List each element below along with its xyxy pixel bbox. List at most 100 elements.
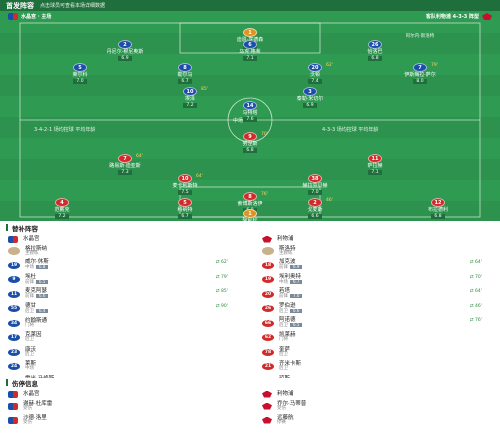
player-name: 恰洛巴 <box>367 49 383 55</box>
pitch-team-bar: 水晶宫 · 主场 客队利物浦 4-3-3 阵型 <box>0 11 500 22</box>
player-name: 马特塔 <box>242 110 258 116</box>
player-name: 范戴克 <box>54 207 70 213</box>
sub-player-row[interactable]: 34 约翰斯通 门将 <box>8 316 238 331</box>
away-team-label: 客队利物浦 4-3-3 阵型 <box>426 13 492 20</box>
player-marker[interactable]: 3 泰勒·米切尔 6.9 <box>275 87 345 108</box>
sub-player-number: 55 <box>8 305 20 313</box>
away-formation-note: 场均控球 平均年龄 <box>336 127 379 133</box>
player-rating: 6.6 <box>308 214 322 219</box>
player-marker[interactable]: 70' 9 努涅斯 6.8 <box>215 132 285 153</box>
section-accent-bar <box>6 379 8 386</box>
player-rating: 6.9 <box>303 103 317 108</box>
sub-player-number: 62 <box>262 334 274 342</box>
sub-player-number: 11 <box>8 290 20 298</box>
injury-row[interactable]: 谢赫·杜库雷 受伤 <box>8 399 238 413</box>
injury-row[interactable]: 沙德·洛里 受伤 <box>8 413 238 427</box>
player-marker[interactable]: 4 范戴克 7.2 <box>27 198 97 219</box>
sub-player-row[interactable]: 20 若塔 前锋 7.0 ⇄ 64' <box>262 287 492 302</box>
away-coach-row[interactable]: 斯洛特 主教练 <box>262 244 492 258</box>
player-marker[interactable]: 14 马特塔 7.6 <box>215 101 285 122</box>
sub-player-row[interactable]: 17 克莱因 后卫 <box>8 331 238 346</box>
sub-in-time: ⇄ 85' <box>215 289 228 294</box>
player-marker[interactable]: 5 莱尔科 7.0 <box>45 63 115 84</box>
pitch-stripe <box>0 117 500 138</box>
sub-player-row[interactable]: 11 麦克阿瑟 前锋 6.6 ⇄ 85' <box>8 287 238 302</box>
player-name: 伊斯梅拉·萨尔 <box>404 72 436 78</box>
sub-player-row[interactable]: 62 凯莱赫 门将 <box>262 331 492 346</box>
injury-row[interactable]: 乔尔·马蒂普 受伤 <box>262 399 492 413</box>
player-marker[interactable]: 12 布拉德利 6.8 <box>403 198 473 219</box>
player-number: 7 <box>413 63 427 72</box>
sub-in-time: ⇄ 64' <box>469 260 482 265</box>
player-number: 1 <box>243 28 257 37</box>
sub-player-name: 罗伯逊 <box>279 302 296 309</box>
sub-player-row[interactable]: 23 康沃 后卫 <box>8 345 238 360</box>
away-coach-role: 主教练 <box>279 250 293 256</box>
sub-player-row[interactable]: 19 埃利奥特 中场 6.7 ⇄ 70' <box>262 273 492 288</box>
injuries-title: 伤停信息 <box>12 379 38 388</box>
injury-status: 停赛 <box>277 419 286 425</box>
player-marker[interactable]: 2 丹尼尔·穆尼奥斯 6.9 <box>90 40 160 61</box>
sub-in-time: ⇄ 79' <box>215 274 228 280</box>
sub-player-name: 埃杜 <box>25 273 37 280</box>
sub-player-rating: 6.6 <box>36 294 49 299</box>
sub-player-position: 前锋 <box>279 294 288 300</box>
home-coach-role: 主教练 <box>25 250 39 256</box>
away-formation: 4-3-3 场均控球 平均年龄 <box>322 126 378 133</box>
player-name: 萨拉赫 <box>367 163 383 169</box>
player-rating: 6.8 <box>431 214 445 219</box>
player-name: 路易斯·迪亚斯 <box>109 163 141 169</box>
player-marker[interactable]: 85' 10 埃泽 7.2 <box>155 87 225 108</box>
sub-player-row[interactable]: 24 莱斯 中场 <box>8 360 238 375</box>
sub-player-row[interactable]: 21 齐米卡斯 后卫 <box>262 360 492 375</box>
sub-player-position: 后卫 <box>279 323 288 329</box>
injury-row[interactable]: 远藤航 停赛 <box>262 413 492 427</box>
player-name: 阿利松 <box>242 218 258 221</box>
player-marker[interactable]: 46' 2 戈麦斯 6.6 <box>280 198 350 219</box>
sub-in-time: ⇄ 70' <box>469 274 482 280</box>
injured-player-name: 谢赫·杜库雷 <box>23 400 53 407</box>
home-formation-note: 场均控球 平均年龄 <box>53 127 96 133</box>
away-coach-name: 斯洛特 <box>279 245 296 252</box>
sub-player-row[interactable]: 55 德甘 后卫 6.4 ⇄ 90' <box>8 302 238 317</box>
player-marker[interactable]: 11 萨拉赫 7.1 <box>340 154 410 175</box>
away-injuries-team: 利物浦 <box>262 389 492 399</box>
sub-player-name: 齐米卡斯 <box>279 361 302 368</box>
player-marker[interactable]: 62' 20 沃顿 7.4 <box>280 63 350 84</box>
sub-player-row[interactable]: 66 阿诺德 后卫 6.5 ⇄ 76' <box>262 316 492 331</box>
sub-player-position: 中场 <box>25 265 34 271</box>
sub-player-rating: 6.5 <box>36 279 49 284</box>
player-marker[interactable]: 64' 7 路易斯·迪亚斯 7.3 <box>90 154 160 175</box>
away-injuries-list: 乔尔·马蒂普 受伤 远藤航 停赛 <box>262 399 492 427</box>
player-marker[interactable]: 79' 7 伊斯梅拉·萨尔 8.0 <box>385 63 455 84</box>
injury-status: 受伤 <box>23 405 32 411</box>
sub-player-row[interactable]: 26 罗伯逊 后卫 6.6 ⇄ 46' <box>262 302 492 317</box>
substitution-icon: 62' <box>326 63 333 68</box>
sub-player-row[interactable]: 9 埃杜 前锋 6.5 ⇄ 79' <box>8 273 238 288</box>
home-injuries-column: 水晶宫 谢赫·杜库雷 受伤 沙德·洛里 受伤 <box>8 389 238 427</box>
substitution-icon: 46' <box>326 198 333 203</box>
player-marker[interactable]: 6 马克·格希 7.1 <box>215 40 285 61</box>
substitution-icon: 76' <box>261 192 268 197</box>
player-marker[interactable]: 1阿利松7.9 <box>215 209 285 221</box>
sub-in-time: ⇄ 64' <box>469 289 482 294</box>
home-coach-row[interactable]: 格拉斯纳 主教练 <box>8 244 238 258</box>
sub-player-name: 凯莱赫 <box>279 332 296 339</box>
sub-player-number: 78 <box>262 348 274 356</box>
player-rating: 7.3 <box>118 170 132 175</box>
player-rating: 7.6 <box>243 117 257 122</box>
sub-player-row[interactable]: 19 威尔·休斯 中场 6.8 ⇄ 62' <box>8 258 238 273</box>
player-marker[interactable]: 8 勒尔马 6.7 <box>150 63 220 84</box>
player-marker[interactable]: 64' 10 麦卡利斯特 7.5 <box>150 174 220 195</box>
player-marker[interactable]: 5 科纳特 6.7 <box>150 198 220 219</box>
player-number: 5 <box>73 63 87 72</box>
player-marker[interactable]: 38 赫拉芬贝赫 7.0 <box>280 174 350 195</box>
away-subs-team: 利物浦 <box>262 234 492 244</box>
section-accent-bar <box>6 224 8 231</box>
sub-player-row[interactable]: 18 加克波 前锋 6.9 ⇄ 64' <box>262 258 492 273</box>
crystal-palace-crest-icon <box>8 13 18 20</box>
sub-player-row[interactable]: 78 奎萨 后卫 <box>262 345 492 360</box>
sub-player-position: 门将 <box>279 337 288 343</box>
player-number: 9 <box>243 132 257 141</box>
player-marker[interactable]: 26 恰洛巴 6.8 <box>340 40 410 61</box>
